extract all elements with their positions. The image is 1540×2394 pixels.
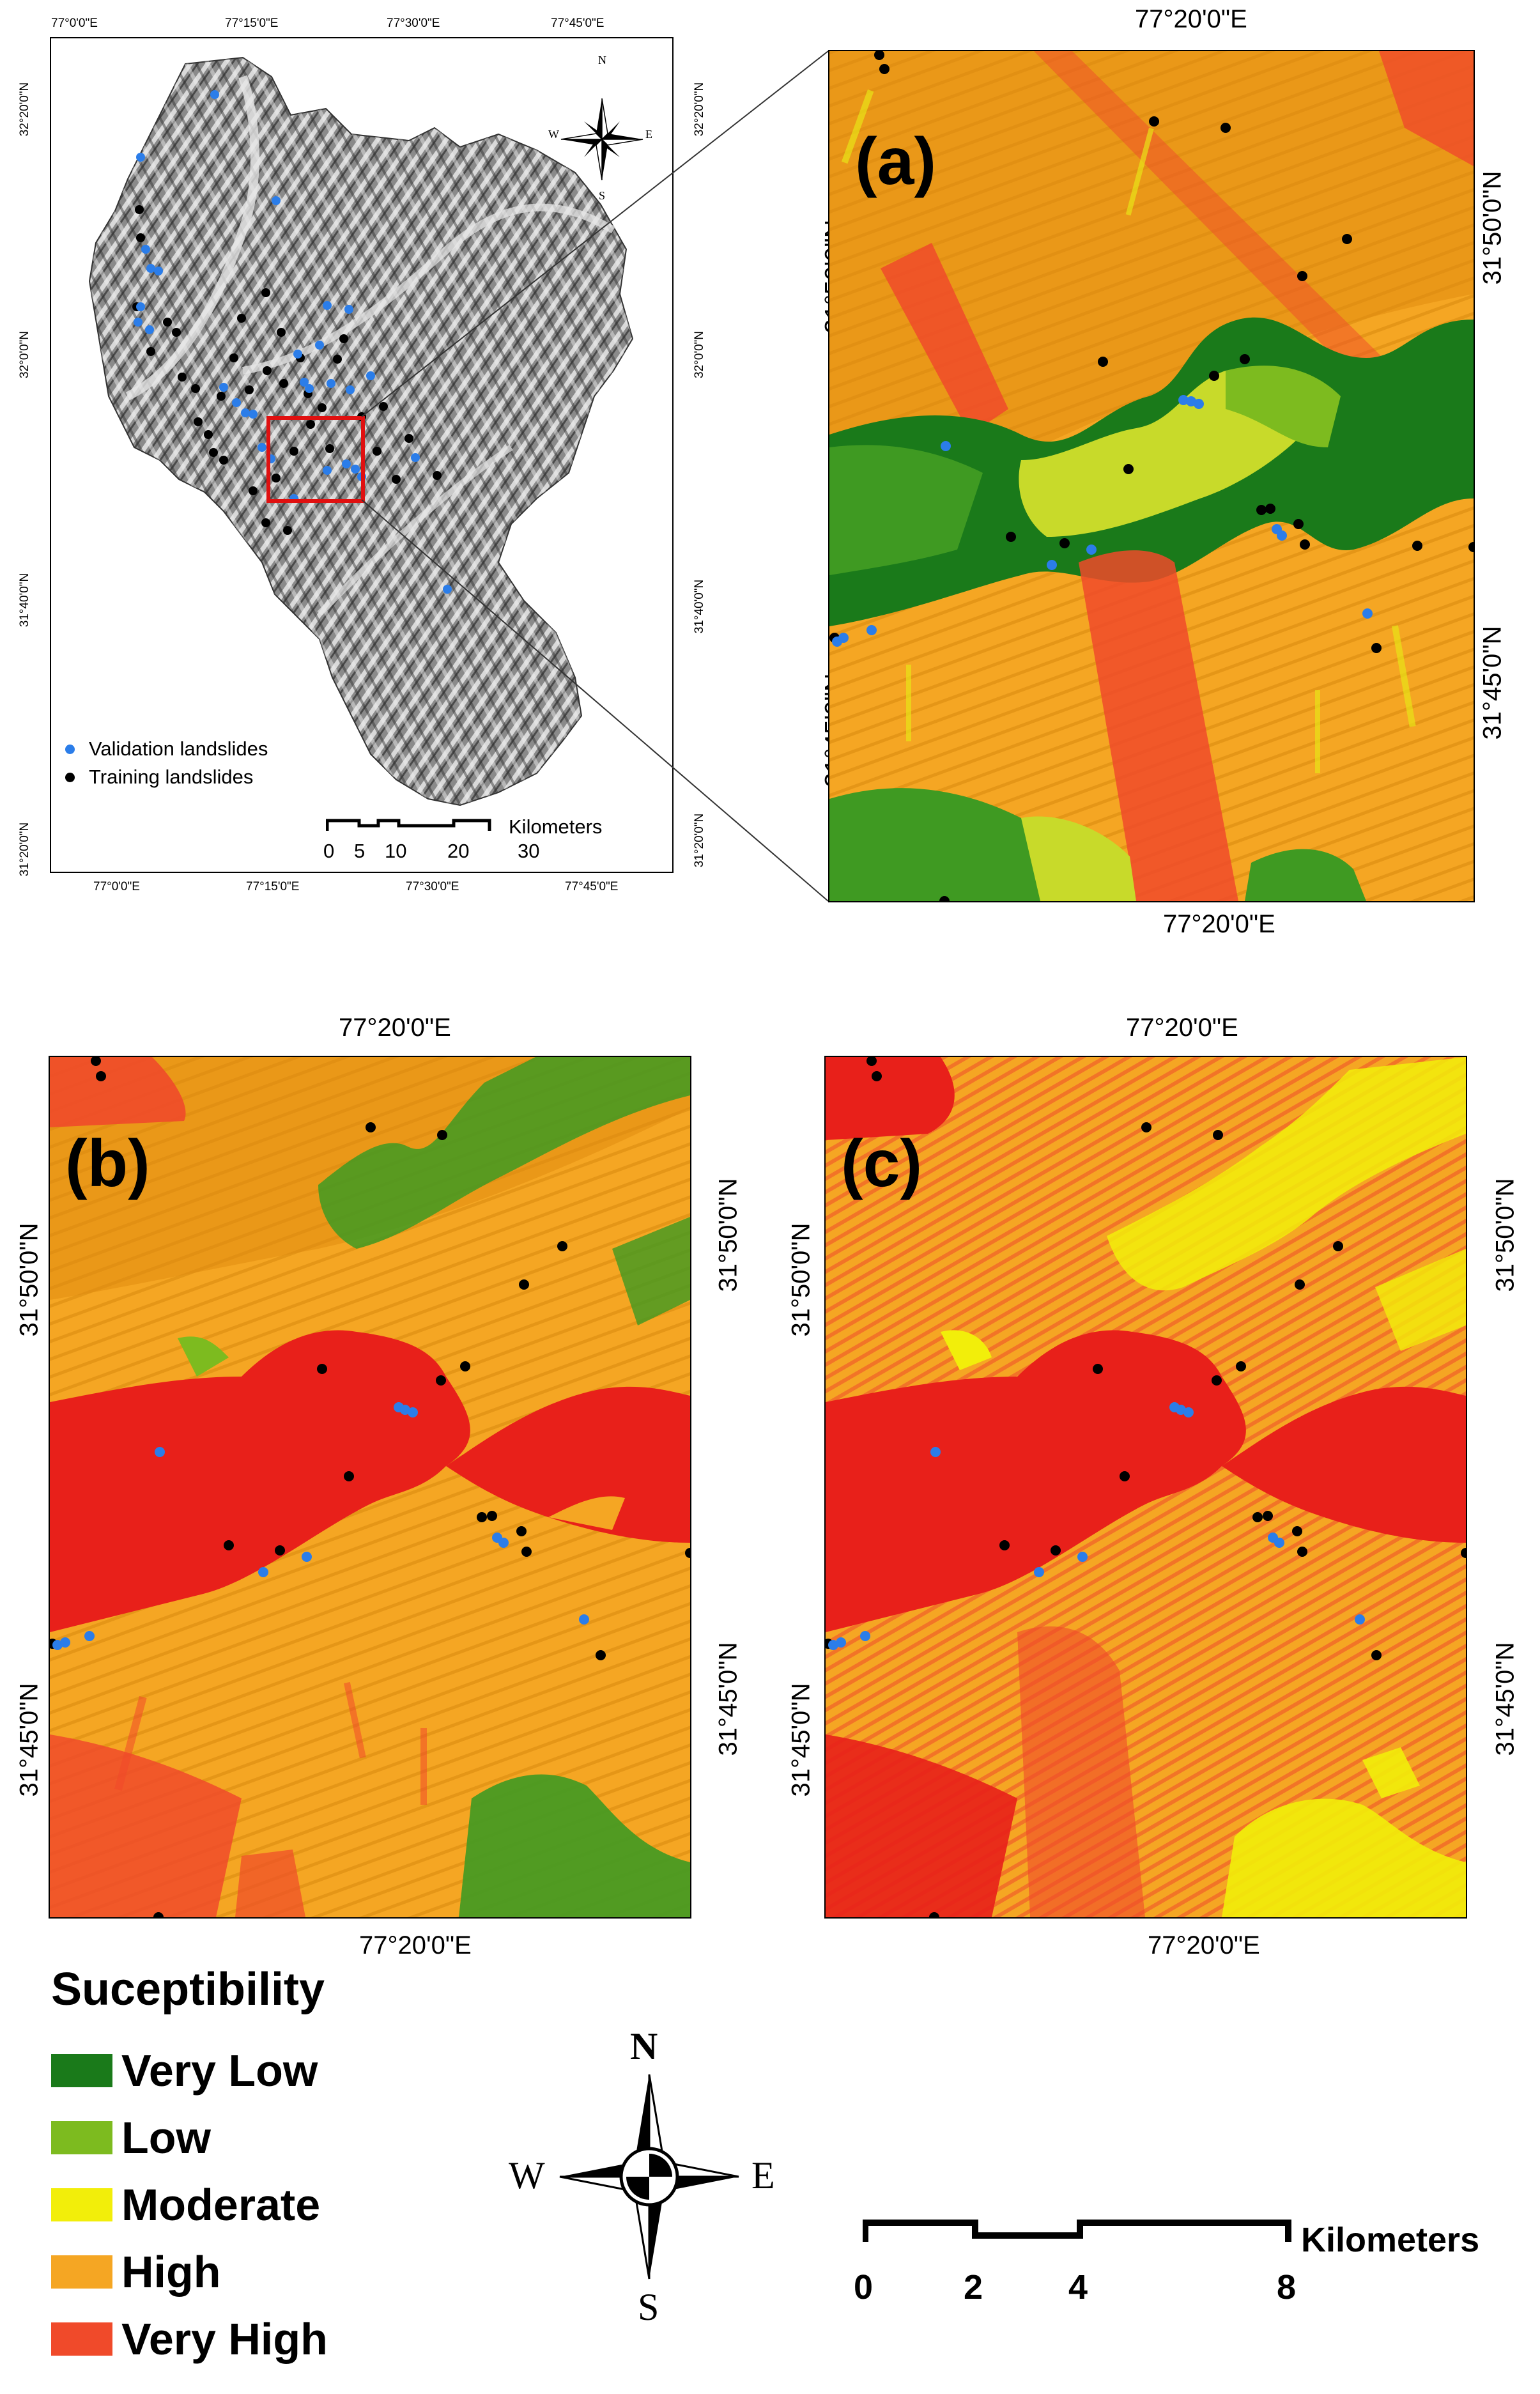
scale-tick: 8 bbox=[1277, 2268, 1297, 2306]
validation-marker-icon bbox=[65, 744, 75, 754]
legend-item-very-low: Very Low bbox=[51, 2045, 318, 2096]
panel-a-map: (a) bbox=[828, 50, 1475, 902]
overview-scale-bar bbox=[326, 819, 491, 831]
moderate-zone bbox=[1107, 1057, 1466, 1291]
panel-b-validation-points bbox=[52, 1402, 589, 1650]
scale-bar bbox=[863, 2220, 1291, 2242]
panel-b-training-points bbox=[50, 1057, 690, 1917]
training-landslides bbox=[132, 205, 442, 535]
overview-top-tick: 77°0'0"E bbox=[51, 17, 98, 30]
overview-scale-tick: 30 bbox=[518, 840, 540, 862]
compass-rose-icon bbox=[559, 2074, 739, 2280]
overview-compass-e: E bbox=[645, 128, 652, 141]
overview-top-tick: 77°15'0"E bbox=[225, 17, 279, 30]
panel-b-label: (b) bbox=[65, 1127, 150, 1201]
panel-a-top-label: 77°20'0"E bbox=[1135, 5, 1247, 33]
very-high-zone bbox=[50, 1330, 470, 1632]
panel-c-top-label: 77°20'0"E bbox=[1126, 1014, 1238, 1042]
overview-compass-s: S bbox=[599, 189, 606, 202]
scale-tick: 2 bbox=[964, 2268, 983, 2306]
overview-compass-n: N bbox=[598, 54, 606, 66]
compass-n: N bbox=[630, 2025, 658, 2067]
connector-lines bbox=[361, 50, 829, 902]
panel-c-bottom-label: 77°20'0"E bbox=[1148, 1931, 1260, 1959]
panel-c-left-top: 31°50'0"N bbox=[787, 1223, 815, 1337]
panel-c-left-bottom: 31°45'0"N bbox=[787, 1683, 815, 1797]
study-area-box bbox=[266, 416, 365, 503]
panel-b-left-top: 31°50'0"N bbox=[15, 1223, 43, 1337]
overview-top-tick: 77°30'0"E bbox=[387, 17, 440, 30]
panel-c-map: (c) bbox=[824, 1056, 1467, 1919]
legend-swatch bbox=[51, 2121, 112, 2154]
panel-a-bottom-label: 77°20'0"E bbox=[1163, 910, 1275, 938]
overview-legend-training: Training landslides bbox=[65, 766, 253, 789]
panel-c-right-top: 31°50'0"N bbox=[1491, 1178, 1520, 1292]
legend-item-high: High bbox=[51, 2246, 221, 2297]
overview-map-frame: N S E W Validation landslides Training l… bbox=[50, 37, 674, 873]
panel-a-validation-points bbox=[832, 395, 1373, 647]
overview-bottom-tick: 77°0'0"E bbox=[93, 880, 140, 893]
compass-s: S bbox=[638, 2286, 659, 2328]
overview-bottom-tick: 77°45'0"E bbox=[565, 880, 619, 893]
compass-e: E bbox=[751, 2154, 775, 2197]
panel-b-bottom-label: 77°20'0"E bbox=[359, 1931, 472, 1959]
panel-b-right-bottom: 31°45'0"N bbox=[714, 1642, 743, 1756]
legend-item-moderate: Moderate bbox=[51, 2179, 320, 2230]
compass-w: W bbox=[509, 2154, 545, 2197]
overview-legend-validation: Validation landslides bbox=[65, 738, 268, 761]
panel-b-left-bottom: 31°45'0"N bbox=[15, 1683, 43, 1797]
panel-b-map: (b) bbox=[49, 1056, 691, 1919]
panel-c-label: (c) bbox=[841, 1127, 923, 1201]
legend-swatch bbox=[51, 2054, 112, 2087]
panel-a-right-top: 31°50'0"N bbox=[1478, 171, 1507, 285]
overview-north-arrow bbox=[560, 98, 643, 181]
panel-b-right-top: 31°50'0"N bbox=[714, 1178, 743, 1292]
overview-scale-tick: 5 bbox=[354, 840, 366, 862]
overview-map: 77°0'0"E 77°15'0"E 77°30'0"E 77°45'0"E 7… bbox=[0, 0, 706, 920]
overview-bottom-tick: 77°15'0"E bbox=[246, 880, 300, 893]
overview-scale-tick: 20 bbox=[447, 840, 470, 862]
panel-b-top-label: 77°20'0"E bbox=[339, 1014, 451, 1042]
panel-a-right-bottom: 31°45'0"N bbox=[1478, 626, 1507, 740]
overview-scale-unit: Kilometers bbox=[509, 815, 603, 838]
scale-unit: Kilometers bbox=[1301, 2221, 1480, 2259]
legend-item-very-high: Very High bbox=[51, 2313, 328, 2365]
legend-swatch bbox=[51, 2322, 112, 2356]
legend-swatch bbox=[51, 2188, 112, 2221]
legend-item-low: Low bbox=[51, 2112, 211, 2163]
panel-c-right-bottom: 31°45'0"N bbox=[1491, 1642, 1520, 1756]
overview-bottom-tick: 77°30'0"E bbox=[406, 880, 459, 893]
scale-tick: 4 bbox=[1068, 2268, 1088, 2306]
panel-a-label: (a) bbox=[855, 125, 937, 199]
overview-scale-tick: 10 bbox=[385, 840, 407, 862]
overview-compass-w: W bbox=[548, 128, 559, 141]
scale-tick: 0 bbox=[854, 2268, 874, 2306]
training-marker-icon bbox=[65, 772, 75, 782]
legend-title: Suceptibility bbox=[51, 1964, 325, 2015]
legend-swatch bbox=[51, 2255, 112, 2289]
overview-top-tick: 77°45'0"E bbox=[551, 17, 604, 30]
panel-c-validation-points bbox=[828, 1402, 1365, 1650]
overview-scale-tick: 0 bbox=[323, 840, 335, 862]
